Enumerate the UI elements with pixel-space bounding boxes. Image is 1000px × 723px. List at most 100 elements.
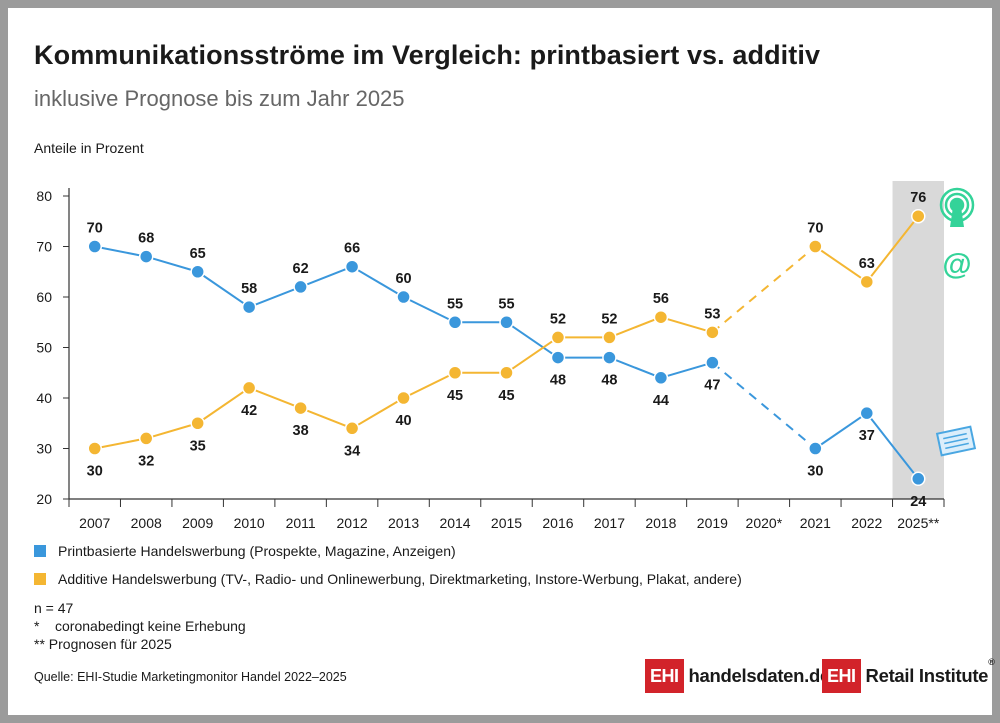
at-sign-icon: @ <box>942 248 971 281</box>
data-point-print <box>911 471 926 487</box>
x-tick-label: 2007 <box>79 515 110 531</box>
series-line-print <box>403 296 456 324</box>
data-label-additive: 32 <box>138 453 154 469</box>
x-tick-label: 2021 <box>800 515 831 531</box>
data-point-additive <box>87 441 102 456</box>
data-point-print <box>241 299 257 315</box>
data-label-print: 48 <box>601 373 617 389</box>
data-label-print: 58 <box>241 281 257 297</box>
data-point-additive <box>550 330 566 345</box>
footnote-forecast: ** Prognosen für 2025 <box>34 636 172 652</box>
data-point-additive <box>653 309 669 325</box>
chart-title: Kommunikationsströme im Vergleich: print… <box>34 40 821 70</box>
source-note: Quelle: EHI-Studie Marketingmonitor Hand… <box>34 670 347 684</box>
data-point-print <box>550 350 566 365</box>
series-line-print <box>145 255 198 273</box>
x-tick-label: 2018 <box>645 515 676 531</box>
ehi-logo-box: EHI <box>645 659 684 693</box>
series-line-print <box>94 245 147 258</box>
x-tick-label: 2019 <box>697 515 728 531</box>
data-label-print: 60 <box>395 271 411 287</box>
data-point-print <box>499 315 514 330</box>
data-label-print: 37 <box>859 428 875 444</box>
data-label-additive: 34 <box>344 443 360 459</box>
data-label-print: 44 <box>653 393 669 409</box>
data-label-additive: 56 <box>653 291 669 307</box>
legend-label-print: Printbasierte Handelswerbung (Prospekte,… <box>58 543 456 559</box>
x-tick-label: 2017 <box>594 515 625 531</box>
y-tick-label: 30 <box>36 441 52 457</box>
ehi-logo-box-2: EHI <box>822 659 861 693</box>
series-line-print <box>197 270 250 308</box>
series-line-print <box>505 321 559 359</box>
series-line-print <box>609 356 662 379</box>
data-label-print: 55 <box>447 296 463 312</box>
data-point-additive <box>138 431 154 446</box>
data-label-print: 65 <box>190 246 206 262</box>
legend-swatch-additive <box>34 573 46 585</box>
handelsdaten-logo: EHI handelsdaten.de <box>645 659 830 693</box>
radio-tower-icon <box>939 187 975 227</box>
data-point-print <box>859 405 875 421</box>
newspaper-icon <box>935 425 977 457</box>
series-line-print <box>300 265 353 288</box>
data-point-print <box>87 239 102 254</box>
data-label-additive: 70 <box>807 221 823 237</box>
data-point-print <box>808 441 823 456</box>
data-point-additive <box>241 380 257 396</box>
legend-label-additive: Additive Handelswerbung (TV-, Radio- und… <box>58 571 742 587</box>
y-tick-label: 70 <box>36 239 52 255</box>
x-tick-label: 2022 <box>851 515 882 531</box>
series-line-print <box>814 412 868 450</box>
series-line-additive <box>248 386 301 410</box>
series-line-print <box>248 285 301 309</box>
footnote-sample-size: n = 47 <box>34 600 74 616</box>
retail-institute-logo-text: Retail Institute® <box>866 657 995 687</box>
data-label-additive: 42 <box>241 403 257 419</box>
y-tick-label: 80 <box>36 188 52 204</box>
series-line-additive <box>94 437 147 450</box>
data-point-print <box>190 264 205 279</box>
data-label-print: 24 <box>910 494 926 510</box>
legend-item-print: Printbasierte Handelswerbung (Prospekte,… <box>34 543 456 559</box>
data-point-additive <box>705 325 720 340</box>
data-point-additive <box>447 365 463 380</box>
footnote-corona: * coronabedingt keine Erhebung <box>34 618 246 634</box>
data-label-print: 55 <box>498 296 514 312</box>
data-point-print <box>705 355 720 370</box>
y-tick-label: 40 <box>36 390 52 406</box>
y-axis-label: Anteile in Prozent <box>34 140 144 156</box>
data-label-print: 30 <box>807 464 823 480</box>
series-line-additive <box>866 215 920 283</box>
series-line-additive <box>505 336 559 374</box>
data-label-additive: 45 <box>498 388 514 404</box>
footnotes: n = 47 * coronabedingt keine Erhebung **… <box>34 599 246 653</box>
legend-swatch-print <box>34 545 46 557</box>
data-label-print: 66 <box>344 241 360 257</box>
series-line-additive <box>711 245 816 334</box>
series-line-print <box>351 265 405 298</box>
data-point-additive <box>859 274 875 290</box>
data-label-additive: 30 <box>87 464 103 480</box>
series-line-additive <box>609 316 662 339</box>
y-tick-label: 50 <box>36 340 52 356</box>
forecast-band <box>892 181 944 499</box>
series-line-additive <box>403 371 456 399</box>
x-tick-label: 2009 <box>182 515 213 531</box>
data-label-additive: 52 <box>601 311 617 327</box>
data-point-additive <box>808 239 823 254</box>
y-tick-label: 60 <box>36 289 52 305</box>
x-tick-label: 2014 <box>439 515 470 531</box>
x-tick-label: 2016 <box>542 515 573 531</box>
data-point-print <box>138 249 154 264</box>
data-point-print <box>344 259 360 274</box>
data-label-print: 68 <box>138 231 154 247</box>
x-tick-label: 2011 <box>286 515 316 531</box>
data-point-additive <box>602 330 617 345</box>
series-line-additive <box>351 397 405 430</box>
series-line-additive <box>814 245 868 283</box>
data-point-print <box>653 370 669 386</box>
series-line-print <box>711 361 816 450</box>
